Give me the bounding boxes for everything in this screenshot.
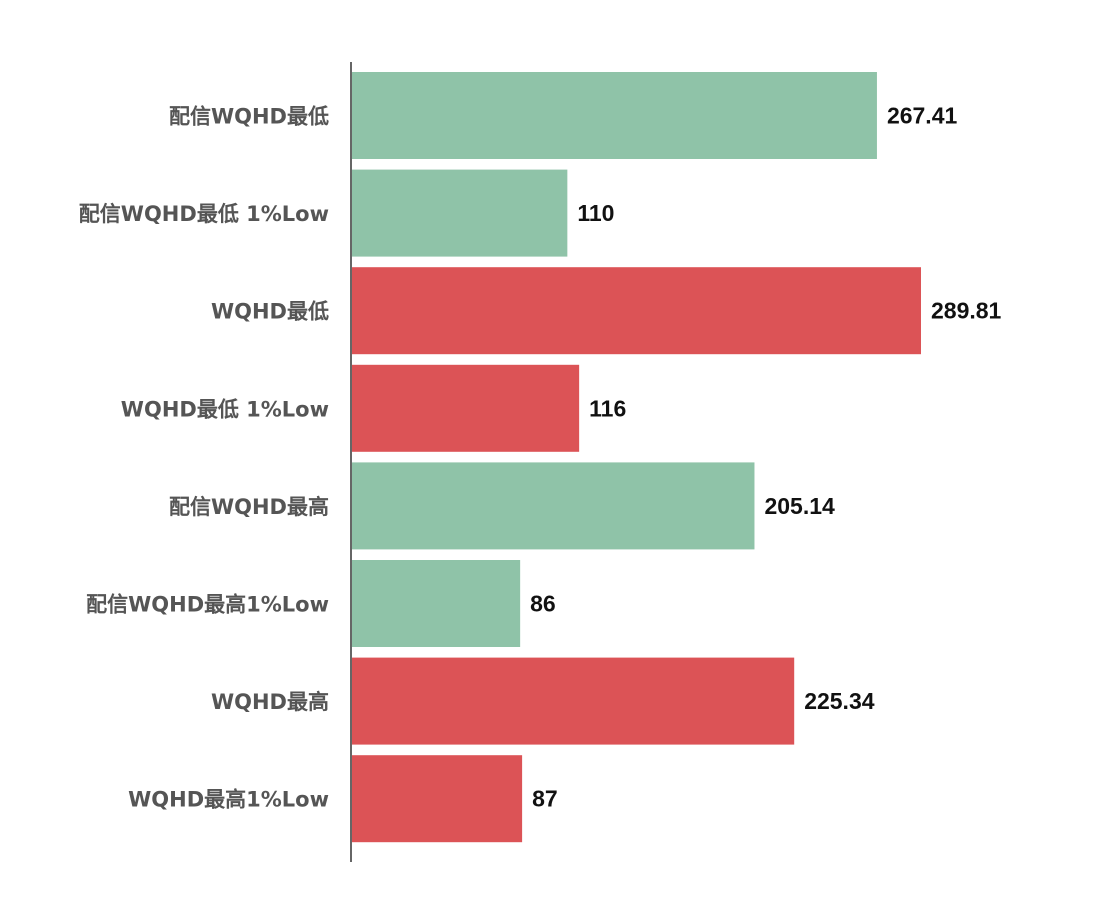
category-label: WQHD最低 xyxy=(211,300,329,324)
value-labels-group: 267.41 110 289.81 116 205.14 86 225.34 87 xyxy=(530,103,1001,812)
bar xyxy=(351,657,795,745)
bar xyxy=(351,364,580,452)
bar xyxy=(351,560,521,647)
bar xyxy=(351,462,755,550)
category-label: WQHD最低 1%Low xyxy=(121,397,329,421)
category-label: 配信WQHD最高 xyxy=(169,495,329,519)
value-label: 87 xyxy=(532,786,558,812)
category-label: 配信WQHD最高1%Low xyxy=(86,593,329,617)
category-label: 配信WQHD最低 xyxy=(169,105,329,129)
value-label: 289.81 xyxy=(931,298,1002,324)
value-label: 110 xyxy=(577,200,614,226)
bar xyxy=(351,755,523,843)
bars-group xyxy=(351,72,921,843)
value-label: 205.14 xyxy=(764,493,835,519)
value-label: 86 xyxy=(530,591,556,617)
value-label: 116 xyxy=(589,395,626,421)
category-label: WQHD最高1%Low xyxy=(128,788,329,812)
value-label: 225.34 xyxy=(804,688,875,714)
bar xyxy=(351,169,568,257)
bar xyxy=(351,72,877,159)
bar xyxy=(351,267,921,355)
value-label: 267.41 xyxy=(887,103,958,129)
category-label: 配信WQHD最低 1%Low xyxy=(79,202,329,226)
category-label: WQHD最高 xyxy=(211,690,329,714)
